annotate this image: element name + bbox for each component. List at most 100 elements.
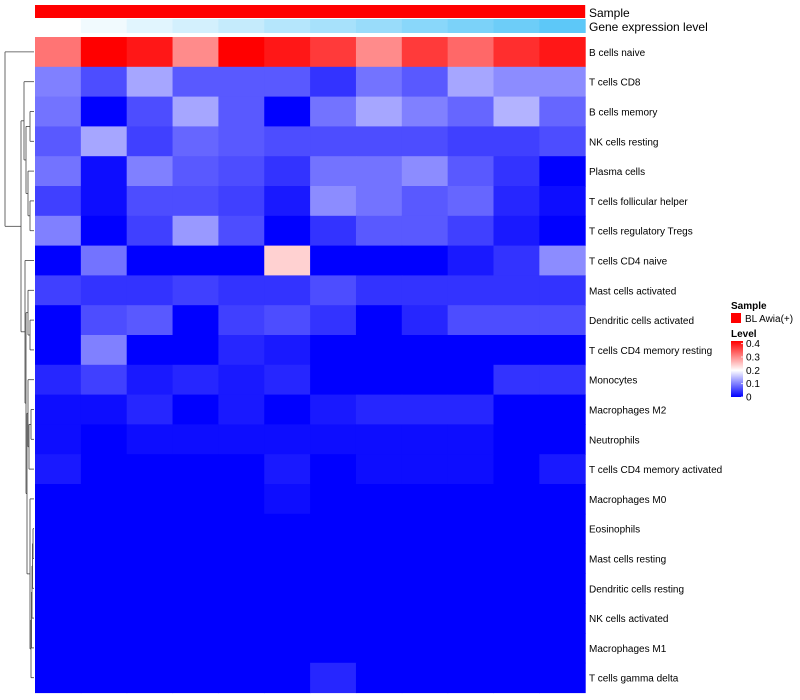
heatmap-cell bbox=[310, 215, 357, 247]
heatmap-cell bbox=[35, 484, 82, 515]
heatmap-cell bbox=[447, 156, 494, 187]
heatmap-cell bbox=[310, 275, 357, 306]
heatmap-cell bbox=[218, 454, 265, 485]
heatmap-cell bbox=[493, 633, 540, 664]
row-label: T cells CD4 naive bbox=[589, 257, 668, 268]
heatmap-cell bbox=[126, 245, 174, 276]
heatmap-cell bbox=[35, 364, 82, 396]
heatmap-cell bbox=[310, 96, 357, 127]
heatmap-cell bbox=[126, 215, 174, 247]
heatmap-cell bbox=[126, 305, 174, 336]
heatmap-cell bbox=[35, 633, 82, 664]
heatmap-cell bbox=[447, 454, 494, 485]
heatmap-cell bbox=[172, 364, 219, 396]
row-label: Macrophages M2 bbox=[589, 406, 667, 417]
heatmap-cell bbox=[493, 305, 540, 336]
heatmap-cell bbox=[218, 96, 265, 127]
row-label: T cells gamma delta bbox=[589, 674, 679, 685]
heatmap-cell bbox=[539, 305, 586, 336]
heatmap-cell bbox=[401, 513, 449, 545]
heatmap-cell bbox=[310, 633, 357, 664]
row-label: Dendritic cells activated bbox=[589, 316, 694, 327]
heatmap-cell bbox=[172, 484, 219, 515]
heatmap-cell bbox=[218, 633, 265, 664]
heatmap-cell bbox=[401, 126, 449, 157]
heatmap-cell bbox=[172, 603, 219, 634]
heatmap-cell bbox=[539, 66, 586, 98]
heatmap-cell bbox=[447, 126, 494, 157]
heatmap-cell bbox=[126, 156, 174, 187]
heatmap-cell bbox=[355, 275, 403, 306]
heatmap-cell bbox=[447, 275, 494, 306]
heatmap-cell bbox=[493, 215, 540, 247]
legend-tick-label: 0.1 bbox=[746, 379, 760, 390]
heatmap-cell bbox=[493, 126, 540, 157]
heatmap-cell bbox=[80, 424, 128, 455]
heatmap-cell bbox=[447, 96, 494, 127]
heatmap-cell bbox=[539, 484, 586, 515]
heatmap-cell bbox=[218, 66, 265, 98]
legend-level-title: Level bbox=[731, 329, 757, 340]
heatmap-cell bbox=[35, 394, 82, 425]
heatmap-cell bbox=[264, 245, 311, 276]
heatmap-cell bbox=[126, 603, 174, 634]
heatmap-cell bbox=[172, 394, 219, 425]
row-label: NK cells activated bbox=[589, 614, 668, 625]
heatmap-cell bbox=[172, 573, 219, 604]
legend: Sample BL Awia(+) Level 0.4 0.3 0.2 0.1 0 bbox=[731, 301, 793, 404]
heatmap-cell bbox=[35, 215, 82, 247]
heatmap-cell bbox=[126, 543, 174, 574]
heatmap-cell bbox=[80, 633, 128, 664]
heatmap-cell bbox=[493, 543, 540, 574]
heatmap-cell bbox=[447, 424, 494, 455]
heatmap-cell bbox=[218, 156, 265, 187]
heatmap-cell bbox=[80, 454, 128, 485]
heatmap-cell bbox=[493, 662, 540, 694]
heatmap-cell bbox=[447, 66, 494, 98]
heatmap-cell bbox=[401, 662, 449, 694]
sample-annotation-label: Sample bbox=[589, 6, 630, 20]
heatmap-cell bbox=[218, 275, 265, 306]
heatmap-cell bbox=[401, 484, 449, 515]
gene-expression-annotation-cell bbox=[218, 19, 265, 33]
heatmap-cell bbox=[355, 335, 403, 366]
heatmap-cell bbox=[401, 603, 449, 634]
row-label: Macrophages M1 bbox=[589, 644, 667, 655]
heatmap-cell bbox=[126, 335, 174, 366]
heatmap-cell bbox=[355, 454, 403, 485]
heatmap-cell bbox=[447, 186, 494, 217]
heatmap-cell bbox=[447, 305, 494, 336]
heatmap-cell bbox=[401, 454, 449, 485]
heatmap-cell bbox=[539, 573, 586, 604]
heatmap-cell bbox=[126, 96, 174, 127]
heatmap-cell bbox=[447, 484, 494, 515]
legend-tick-label: 0.3 bbox=[746, 353, 760, 364]
heatmap-cell bbox=[126, 424, 174, 455]
heatmap-cell bbox=[218, 573, 265, 604]
heatmap-cell bbox=[539, 37, 586, 68]
heatmap-cell bbox=[355, 126, 403, 157]
heatmap-cell bbox=[172, 215, 219, 247]
heatmap-cell bbox=[401, 394, 449, 425]
row-label: T cells regulatory Tregs bbox=[589, 227, 693, 238]
heatmap-cell bbox=[126, 394, 174, 425]
heatmap-cell bbox=[355, 364, 403, 396]
heatmap-cell bbox=[264, 513, 311, 545]
heatmap-cell bbox=[310, 454, 357, 485]
heatmap-cell bbox=[539, 543, 586, 574]
gene-expression-annotation-cell bbox=[539, 19, 586, 33]
heatmap-cell bbox=[493, 335, 540, 366]
heatmap-cell bbox=[172, 662, 219, 694]
heatmap-cell bbox=[35, 96, 82, 127]
heatmap-cell bbox=[401, 96, 449, 127]
heatmap-cell bbox=[264, 186, 311, 217]
heatmap-cell bbox=[310, 484, 357, 515]
heatmap-cell bbox=[539, 215, 586, 247]
heatmap-cell bbox=[539, 394, 586, 425]
heatmap-cell bbox=[264, 37, 311, 68]
heatmap-cell bbox=[539, 335, 586, 366]
heatmap-cell bbox=[355, 215, 403, 247]
heatmap-cell bbox=[35, 454, 82, 485]
heatmap-cell bbox=[539, 186, 586, 217]
heatmap-cell bbox=[539, 454, 586, 485]
